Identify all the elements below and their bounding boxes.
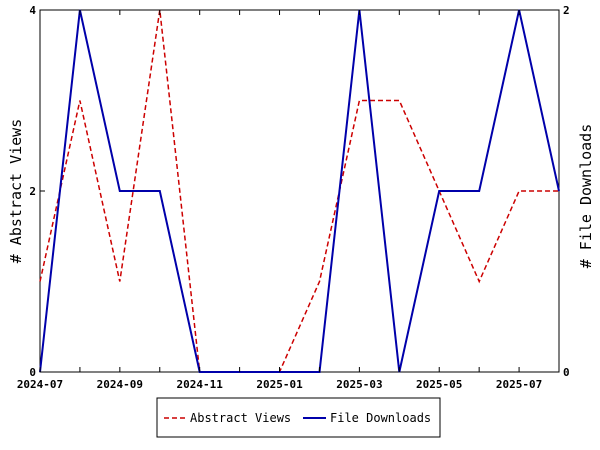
- y-left-tick-label: 2: [29, 185, 36, 198]
- y-left-tick-label: 0: [29, 366, 36, 379]
- legend: Abstract Views File Downloads: [156, 397, 441, 438]
- x-tick-label: 2025-01: [256, 378, 303, 391]
- y-axis-left-title: # Abstract Views: [7, 119, 25, 264]
- y-left-tick-label: 4: [29, 4, 36, 17]
- plot-area: [39, 9, 560, 373]
- y-axis-right-title: # File Downloads: [577, 124, 595, 269]
- x-tick-label: 2024-11: [177, 378, 224, 391]
- plot-frame: [39, 9, 560, 373]
- legend-box: [156, 397, 441, 438]
- x-axis: 2024-07 2024-09 2024-11 2025-01 2025-03 2025-…: [17, 10, 560, 391]
- series-line-abstract-views: [39, 9, 559, 373]
- x-tick-label: 2024-09: [97, 378, 143, 391]
- y-axis-left: 0 2 4: [29, 4, 45, 379]
- legend-label-abstract-views: Abstract Views: [190, 411, 291, 425]
- y-right-tick-label: 0: [563, 366, 570, 379]
- series-line-file-downloads: [39, 9, 560, 373]
- y-axis-right: 02: [554, 4, 570, 379]
- x-tick-label: 2024-07: [17, 378, 63, 391]
- x-tick-label: 2025-03: [336, 378, 382, 391]
- legend-label-file-downloads: File Downloads: [330, 411, 431, 425]
- y-right-tick-label: 2: [563, 4, 570, 17]
- x-tick-label: 2025-07: [496, 378, 542, 391]
- x-tick-label: 2025-05: [416, 378, 462, 391]
